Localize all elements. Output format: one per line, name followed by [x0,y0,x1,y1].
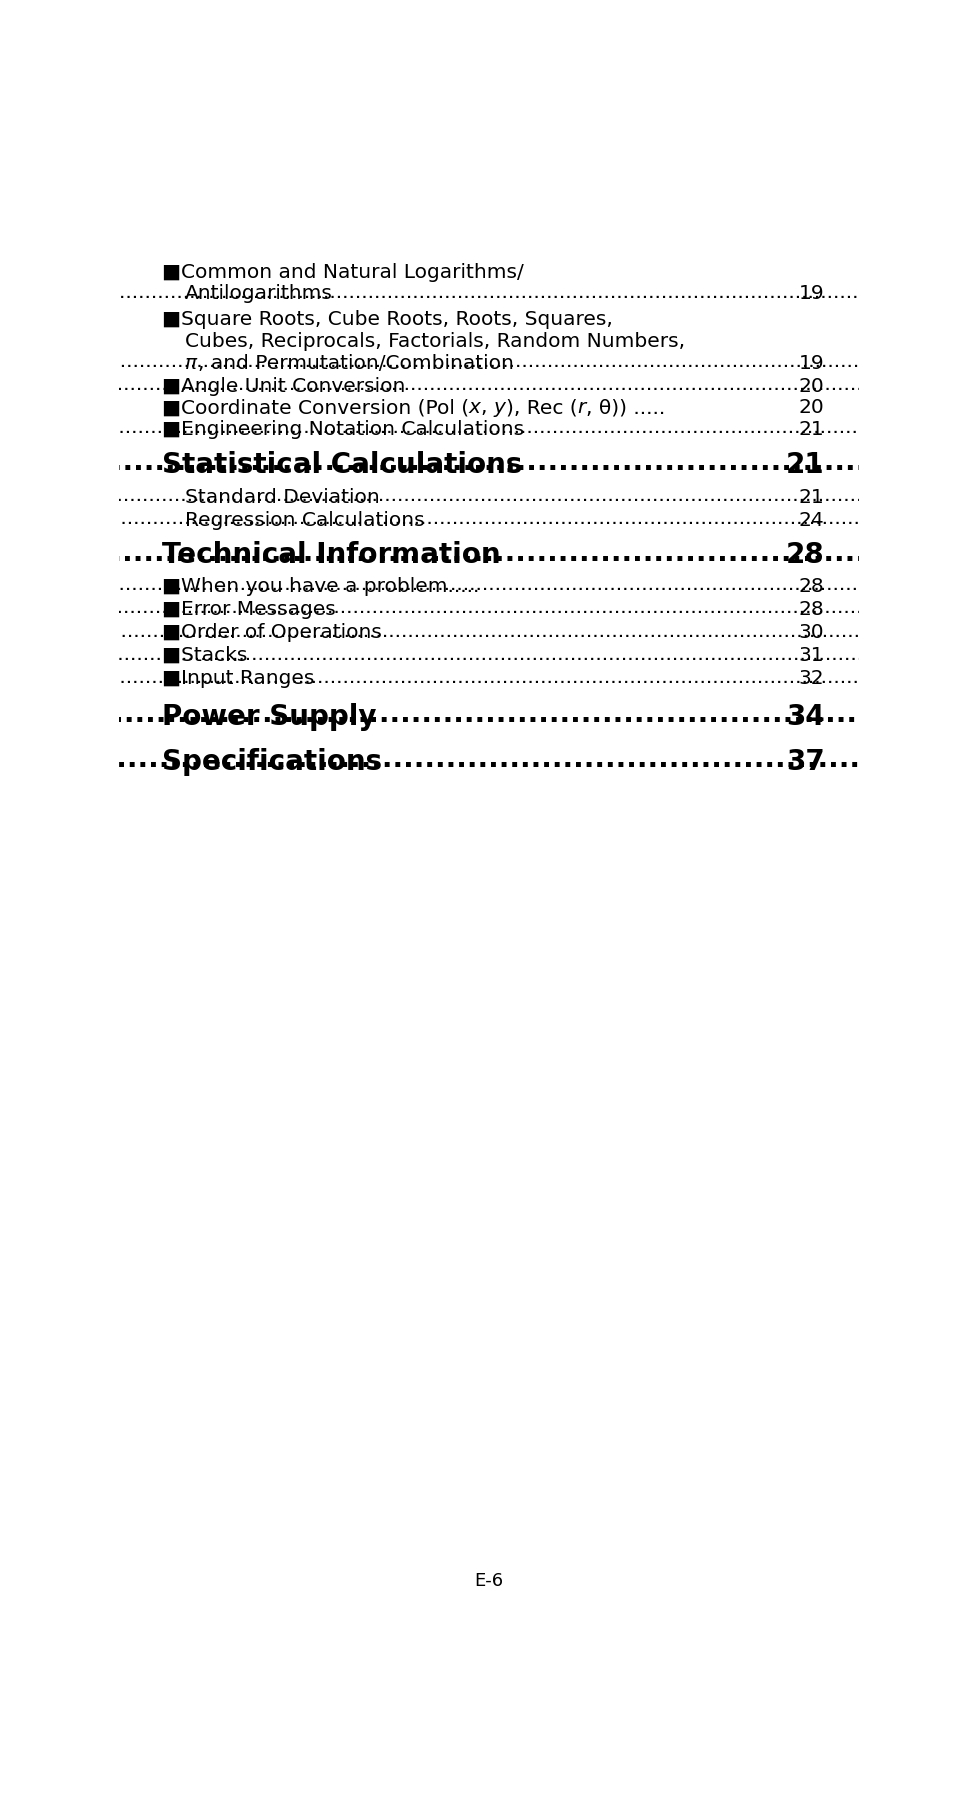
Text: ■Coordinate Conversion (Pol (: ■Coordinate Conversion (Pol ( [162,399,469,417]
Text: ................................................................................: ........................................… [0,644,953,664]
Text: E-6: E-6 [474,1571,503,1589]
Text: ................................................................................: ........................................… [0,485,953,505]
Text: ................................................................................: ........................................… [0,667,953,687]
Text: Cubes, Reciprocals, Factorials, Random Numbers,: Cubes, Reciprocals, Factorials, Random N… [185,332,684,352]
Text: Statistical Calculations: Statistical Calculations [162,451,521,480]
Text: 28: 28 [798,601,823,619]
Text: 20: 20 [798,399,823,417]
Text: ................................................................................: ........................................… [0,509,953,529]
Text: Power Supply: Power Supply [162,704,376,731]
Text: 24: 24 [798,511,823,530]
Text: 19: 19 [798,354,823,373]
Text: ................................................................................: ........................................… [0,352,953,372]
Text: , θ)) .....: , θ)) ..... [585,399,664,417]
Text: 30: 30 [798,622,823,642]
Text: ■Common and Natural Logarithms/: ■Common and Natural Logarithms/ [162,263,523,281]
Text: ■Input Ranges: ■Input Ranges [162,669,320,689]
Text: ■Error Messages: ■Error Messages [162,601,341,619]
Text: ■Order of Operations: ■Order of Operations [162,622,388,642]
Text: 28: 28 [798,577,823,595]
Text: ................................................................................: ........................................… [0,599,953,617]
Text: 21: 21 [798,487,823,507]
Text: 21: 21 [785,451,823,480]
Text: 37: 37 [785,749,823,776]
Text: ■Square Roots, Cube Roots, Roots, Squares,: ■Square Roots, Cube Roots, Roots, Square… [162,310,612,330]
Text: Specifications: Specifications [162,749,381,776]
Text: ................................................................................: ........................................… [0,622,953,640]
Text: ■When you have a problem.....: ■When you have a problem..... [162,577,485,595]
Text: ................................................................................: ........................................… [0,375,953,395]
Text: r: r [577,399,585,417]
Text: ■Engineering Notation Calculations: ■Engineering Notation Calculations [162,420,523,438]
Text: Regression Calculations: Regression Calculations [185,511,424,530]
Text: ,: , [480,399,494,417]
Text: ................................................................................: ........................................… [0,575,953,594]
Text: ■Angle Unit Conversion: ■Angle Unit Conversion [162,377,405,395]
Text: ................................................................................: ........................................… [0,449,953,476]
Text: ■Stacks: ■Stacks [162,646,253,666]
Text: x: x [469,399,480,417]
Text: Antilogarithms: Antilogarithms [185,285,333,303]
Text: 31: 31 [798,646,823,666]
Text: ................................................................................: ........................................… [0,539,953,566]
Text: ), Rec (: ), Rec ( [505,399,577,417]
Text: 19: 19 [798,285,823,303]
Text: 21: 21 [798,420,823,438]
Text: Technical Information: Technical Information [162,541,500,570]
Text: 32: 32 [798,669,823,689]
Text: ................................................................................: ........................................… [0,745,953,772]
Text: 34: 34 [785,704,823,731]
Text: 28: 28 [785,541,823,570]
Text: ................................................................................: ........................................… [0,419,953,437]
Text: ................................................................................: ........................................… [0,700,953,729]
Text: , and Permutation/Combination: , and Permutation/Combination [198,354,514,373]
Text: 20: 20 [798,377,823,395]
Text: π: π [185,354,197,373]
Text: ................................................................................: ........................................… [0,283,953,301]
Text: Standard Deviation: Standard Deviation [185,487,379,507]
Text: y: y [494,399,505,417]
